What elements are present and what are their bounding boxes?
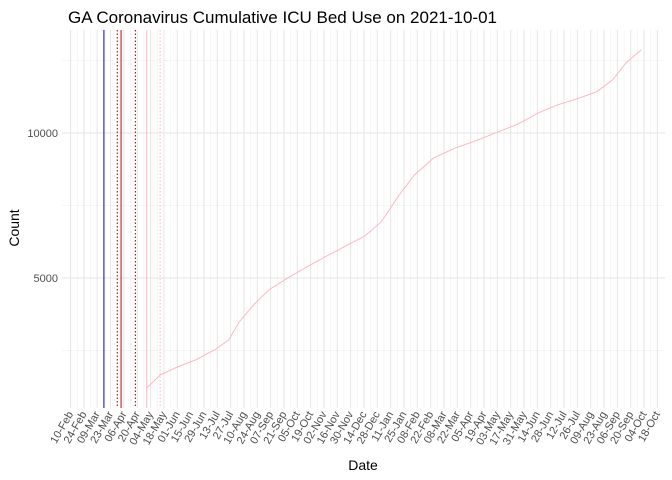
chart-title: GA Coronavirus Cumulative ICU Bed Use on… [68, 8, 497, 27]
y-tick-label: 10000 [27, 128, 58, 140]
data-line [146, 49, 642, 389]
y-tick-label: 5000 [34, 273, 58, 285]
x-axis-title: Date [348, 457, 378, 473]
y-axis-title: Count [6, 209, 22, 246]
